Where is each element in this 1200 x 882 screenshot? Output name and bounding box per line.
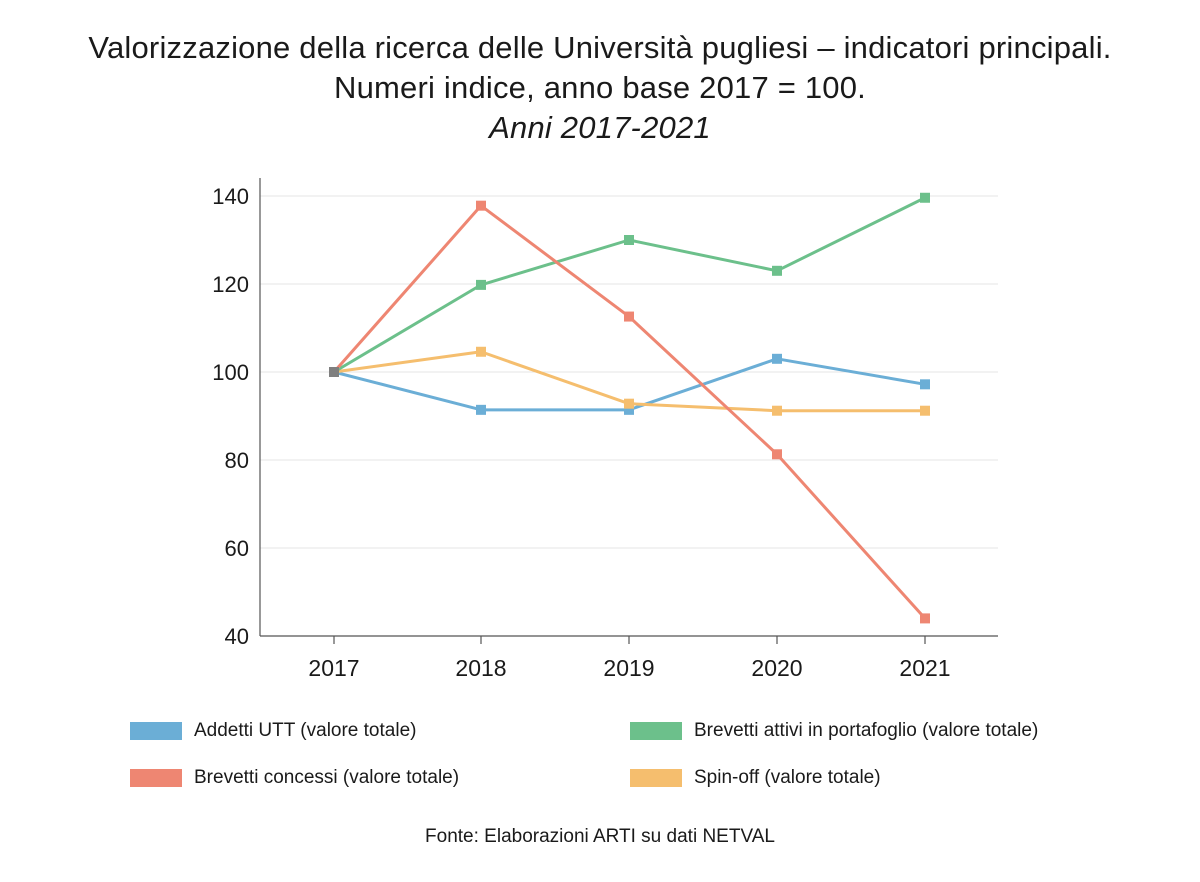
y-tick-label-100: 100	[212, 360, 249, 385]
series-1-point-2021	[920, 192, 930, 203]
series-2-point-2019	[624, 311, 634, 322]
legend-label-addetti: Addetti UTT (valore totale)	[194, 720, 417, 741]
chart-title-line-1: Valorizzazione della ricerca delle Unive…	[88, 30, 1112, 65]
y-tick-label-80: 80	[225, 448, 249, 473]
y-tick-label-140: 140	[212, 184, 249, 209]
series-3-point-2020	[772, 405, 782, 416]
series-2-point-2021	[920, 613, 930, 624]
series-2-point-2018	[476, 200, 486, 211]
legend-swatch-brevetti-concessi	[130, 769, 182, 787]
legend-item-spin-off: Spin-off (valore totale)	[630, 767, 881, 789]
series-1-point-2020	[772, 265, 782, 276]
series-2-point-2020	[772, 449, 782, 460]
x-tick-label-2021: 2021	[899, 655, 950, 681]
legend-label-spin-off: Spin-off (valore totale)	[694, 767, 881, 788]
x-tick-label-2019: 2019	[603, 655, 654, 681]
base-year-point-2017	[329, 367, 339, 377]
legend-item-brevetti-concessi: Brevetti concessi (valore totale)	[130, 767, 459, 789]
series-0-point-2019	[624, 404, 634, 415]
legend-label-brevetti-concessi: Brevetti concessi (valore totale)	[194, 767, 460, 788]
series-3-point-2019	[624, 398, 634, 409]
x-tick-label-2018: 2018	[455, 655, 506, 681]
series-line-1	[333, 196, 926, 374]
series-1-point-2019	[624, 235, 634, 245]
y-tick-label-60: 60	[225, 536, 249, 561]
x-tick-label-2017: 2017	[308, 655, 359, 681]
legend-swatch-spin-off	[630, 769, 682, 787]
y-tick-label-120: 120	[212, 272, 249, 297]
chart-title-block: Valorizzazione della ricerca delle Unive…	[0, 28, 1200, 148]
legend-label-brevetti-attivi: Brevetti attivi in portafoglio (valore t…	[694, 720, 1039, 741]
series-3-point-2018	[476, 346, 486, 357]
legend-swatch-addetti	[130, 722, 182, 740]
source-note: Fonte: Elaborazioni ARTI su dati NETVAL	[425, 826, 775, 847]
series-0-point-2018	[476, 404, 486, 415]
x-tick-label-2020: 2020	[751, 655, 802, 681]
series-0-point-2021	[920, 379, 930, 390]
series-1-point-2018	[476, 279, 486, 290]
legend-item-addetti: Addetti UTT (valore totale)	[130, 720, 416, 742]
chart-subtitle: Anni 2017-2021	[489, 110, 711, 145]
chart-title-line-2: Numeri indice, anno base 2017 = 100.	[334, 70, 866, 105]
series-3-point-2021	[920, 405, 930, 416]
y-tick-label-40: 40	[225, 624, 249, 649]
legend-swatch-brevetti-attivi	[630, 722, 682, 740]
series-0-point-2020	[772, 353, 782, 364]
legend-item-brevetti-attivi: Brevetti attivi in portafoglio (valore t…	[630, 720, 1038, 742]
